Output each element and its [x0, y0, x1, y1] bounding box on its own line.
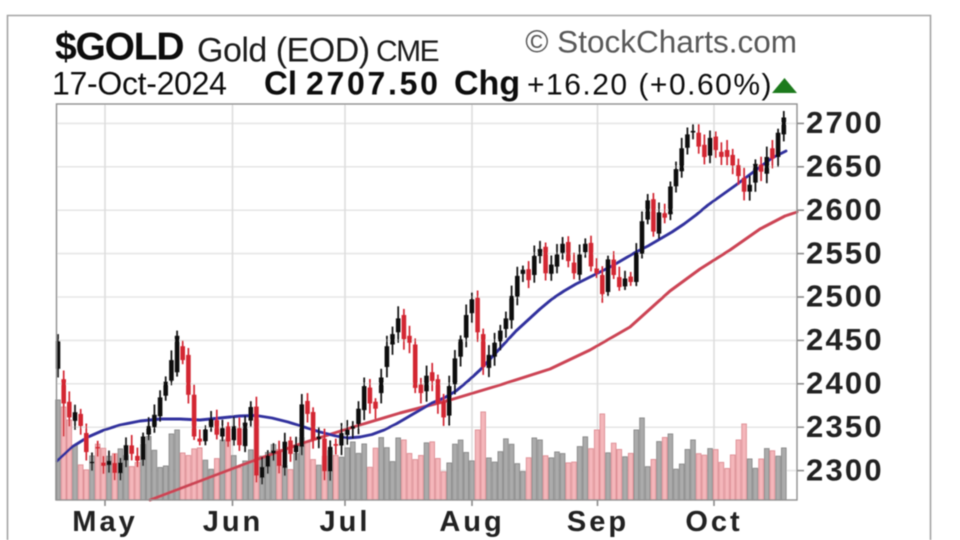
svg-text:Oct: Oct	[685, 506, 742, 538]
svg-text:May: May	[72, 506, 137, 538]
svg-text:Aug: Aug	[439, 506, 504, 538]
svg-text:2450: 2450	[806, 322, 884, 357]
svg-text:Gold (EOD): Gold (EOD)	[197, 32, 370, 70]
svg-text:CME: CME	[376, 35, 439, 68]
svg-text:2350: 2350	[806, 409, 884, 444]
svg-text:Chg: Chg	[454, 65, 520, 103]
svg-text:2550: 2550	[806, 235, 884, 270]
svg-text:2300: 2300	[806, 452, 884, 487]
svg-text:Jun: Jun	[203, 506, 264, 538]
svg-text:17-Oct-2024: 17-Oct-2024	[52, 66, 227, 102]
svg-text:2650: 2650	[806, 149, 884, 184]
svg-text:Sep: Sep	[567, 506, 629, 538]
svg-text:$GOLD: $GOLD	[55, 26, 183, 69]
svg-text:2500: 2500	[806, 279, 884, 314]
svg-text:2707.50: 2707.50	[306, 66, 441, 102]
svg-text:Jul: Jul	[320, 506, 371, 538]
svg-text:2600: 2600	[806, 192, 884, 227]
svg-text:2700: 2700	[806, 105, 884, 140]
svg-text:+16.20 (+0.60%): +16.20 (+0.60%)	[527, 69, 773, 102]
svg-text:© StockCharts.com: © StockCharts.com	[525, 24, 797, 60]
svg-text:Cl: Cl	[264, 65, 297, 102]
svg-text:2400: 2400	[806, 366, 884, 401]
